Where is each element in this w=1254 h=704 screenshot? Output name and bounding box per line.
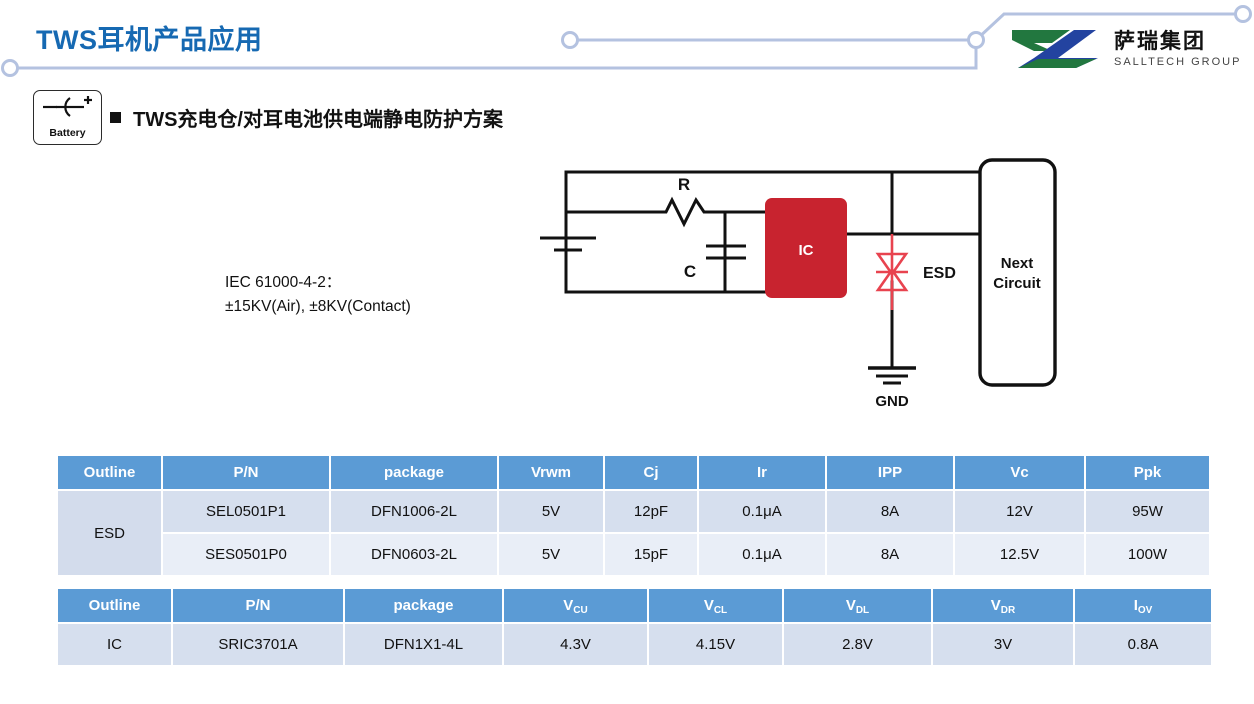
resistor-symbol: [660, 196, 708, 228]
col-header-vcl: VCL: [649, 589, 782, 622]
decoration-node-corner: [967, 31, 985, 49]
bullet-square-icon: [110, 112, 121, 123]
cell-ipp: 8A: [827, 491, 953, 532]
next-circuit-block: [978, 158, 1057, 387]
cell-package: DFN1006-2L: [331, 491, 497, 532]
col-header-iov: IOV: [1075, 589, 1211, 622]
salltech-logo-mark: [1012, 30, 1098, 68]
esd-diode-symbol: [875, 234, 909, 310]
cell-iov: 0.8A: [1075, 624, 1211, 665]
capacitor-label: C: [684, 262, 696, 281]
circuit-diagram: R C IC ESD GND Next Circuit: [540, 158, 1057, 410]
ic-parameters-table: Outline P/N package VCU VCL VDL VDR IOV …: [56, 587, 1213, 667]
cell-vcu: 4.3V: [504, 624, 647, 665]
battery-symbol-icon: [43, 96, 92, 117]
cell-outline: IC: [58, 624, 171, 665]
battery-cell-symbol: [540, 236, 596, 252]
decoration-node-right: [1234, 5, 1252, 23]
cell-vc: 12.5V: [955, 534, 1084, 575]
battery-icon-label: Battery: [49, 127, 86, 139]
cell-vrwm: 5V: [499, 534, 603, 575]
col-header-ppk: Ppk: [1086, 456, 1209, 489]
gnd-label: GND: [875, 393, 909, 410]
cell-vc: 12V: [955, 491, 1084, 532]
col-header-package: package: [345, 589, 502, 622]
cell-vrwm: 5V: [499, 491, 603, 532]
iec-spec-note: IEC 61000-4-2： ±15KV(Air), ±8KV(Contact): [225, 274, 411, 316]
capacitor-symbol: [706, 244, 746, 260]
cell-ppk: 100W: [1086, 534, 1209, 575]
table-header-row: Outline P/N package VCU VCL VDL VDR IOV: [58, 589, 1211, 622]
table-row: ESD SEL0501P1 DFN1006-2L 5V 12pF 0.1μA 8…: [58, 491, 1209, 575]
cell-vdr: 3V: [933, 624, 1073, 665]
decoration-node-middle: [561, 31, 579, 49]
section-heading-text: TWS充电仓/对耳电池供电端静电防护方案: [133, 109, 503, 131]
brand-logo: 萨瑞集团 SALLTECH GROUP: [1008, 26, 1241, 72]
resistor-label: R: [678, 175, 690, 194]
col-header-ir: Ir: [699, 456, 825, 489]
table-header-row: Outline P/N package Vrwm Cj Ir IPP Vc Pp…: [58, 456, 1209, 489]
col-header-package: package: [331, 456, 497, 489]
col-header-pn: P/N: [163, 456, 329, 489]
cell-ir: 0.1μA: [699, 491, 825, 532]
ic-block: [765, 198, 847, 298]
col-header-outline: Outline: [58, 589, 171, 622]
cell-cj: 15pF: [605, 534, 697, 575]
page-title: TWS耳机产品应用: [36, 25, 263, 55]
col-header-cj: Cj: [605, 456, 697, 489]
logo-english-name: SALLTECH GROUP: [1114, 55, 1242, 68]
cell-cj: 12pF: [605, 491, 697, 532]
col-header-vrwm: Vrwm: [499, 456, 603, 489]
col-header-pn: P/N: [173, 589, 343, 622]
col-header-vcu: VCU: [504, 589, 647, 622]
next-circuit-label-line2: Circuit: [993, 275, 1041, 292]
cell-pn: SEL0501P1: [163, 491, 329, 532]
cell-ir: 0.1μA: [699, 534, 825, 575]
cell-ipp: 8A: [827, 534, 953, 575]
next-circuit-label-line1: Next: [1001, 255, 1034, 272]
cell-vcl: 4.15V: [649, 624, 782, 665]
col-header-ipp: IPP: [827, 456, 953, 489]
table-row: IC SRIC3701A DFN1X1-4L 4.3V 4.15V 2.8V 3…: [58, 624, 1211, 665]
table-row: SES0501P0 DFN0603-2L 5V 15pF 0.1μA 8A 12…: [58, 534, 1209, 575]
col-header-vdl: VDL: [784, 589, 931, 622]
ic-label: IC: [799, 242, 814, 259]
cell-pn: SRIC3701A: [173, 624, 343, 665]
logo-chinese-name: 萨瑞集团: [1114, 28, 1206, 53]
cell-package: DFN1X1-4L: [345, 624, 502, 665]
cell-package: DFN0603-2L: [331, 534, 497, 575]
cell-pn: SES0501P0: [163, 534, 329, 575]
ground-symbol: [868, 366, 916, 385]
cell-ppk: 95W: [1086, 491, 1209, 532]
col-header-vdr: VDR: [933, 589, 1073, 622]
col-header-vc: Vc: [955, 456, 1084, 489]
esd-parameters-table: Outline P/N package Vrwm Cj Ir IPP Vc Pp…: [56, 454, 1211, 577]
decoration-node-left: [1, 59, 19, 77]
section-heading: TWS充电仓/对耳电池供电端静电防护方案: [110, 103, 503, 132]
cell-outline-esd: ESD: [58, 491, 161, 575]
esd-label: ESD: [923, 265, 956, 282]
battery-icon: Battery: [33, 90, 102, 145]
col-header-outline: Outline: [58, 456, 161, 489]
cell-vdl: 2.8V: [784, 624, 931, 665]
